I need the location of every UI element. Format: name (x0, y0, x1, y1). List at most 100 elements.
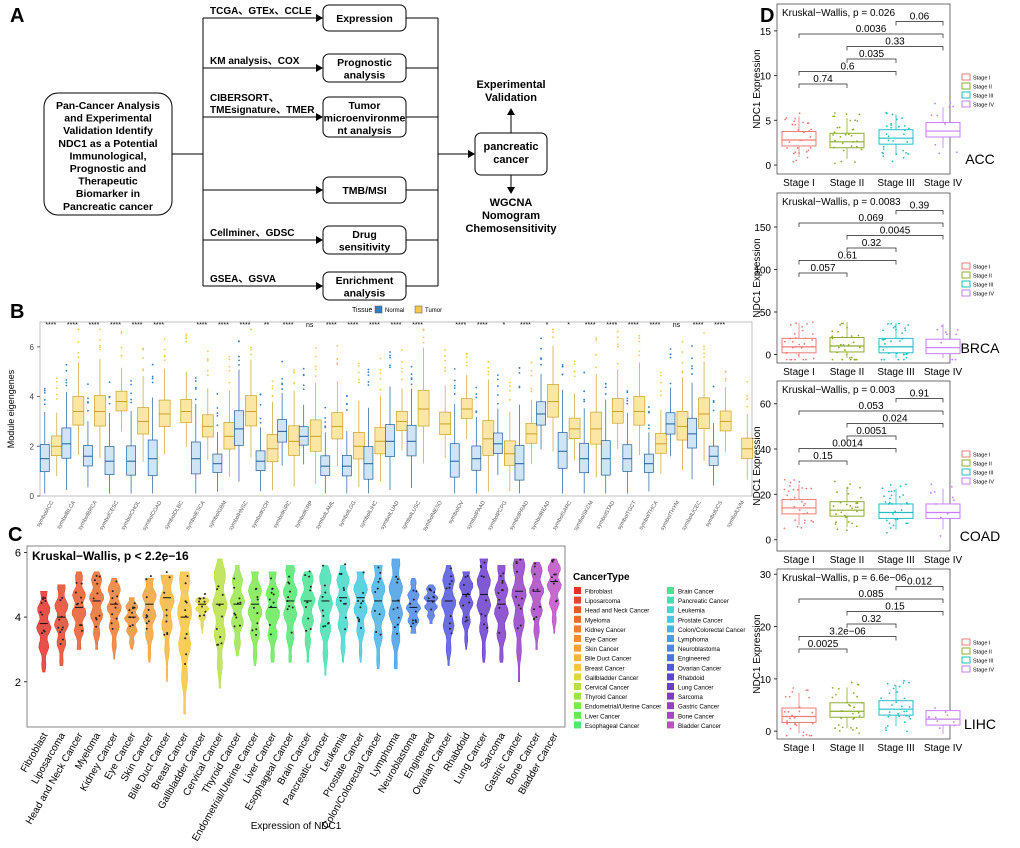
data-point (793, 479, 796, 481)
comparison-p-value: 3.2e−06 (829, 627, 866, 638)
data-point (344, 616, 347, 619)
legend-entry: Liposarcoma (585, 598, 621, 605)
data-point (834, 480, 836, 483)
data-point (96, 592, 99, 595)
x-tick-label: symbolBRCA (77, 500, 99, 532)
outlier-point (336, 345, 339, 347)
y-tick-label: 15 (760, 27, 772, 38)
outlier-point (77, 351, 80, 354)
data-point (789, 324, 792, 326)
data-point (238, 624, 241, 627)
data-point (272, 593, 275, 596)
outlier-point (583, 371, 586, 374)
data-point (791, 123, 794, 126)
outlier-point (552, 336, 554, 339)
chart-title: Kruskal−Wallis, p = 0.003 (782, 385, 895, 396)
data-point (798, 112, 801, 115)
outlier-point (43, 398, 46, 401)
outlier-point (453, 384, 456, 387)
outlier-point (43, 389, 46, 392)
legend-swatch (667, 587, 674, 594)
data-point (852, 692, 855, 694)
outlier-point (508, 389, 511, 392)
data-point (789, 727, 792, 730)
legend-entry: Rhabdoid (678, 675, 705, 682)
data-point (111, 627, 114, 630)
data-point (885, 112, 888, 115)
data-point (287, 596, 290, 599)
data-point (833, 115, 836, 118)
legend-entry: Brain Cancer (678, 589, 714, 596)
comparison-bracket (846, 247, 897, 252)
outlier-point (583, 390, 586, 393)
outlier-point (616, 336, 619, 339)
cancer-label: BRCA (961, 340, 1001, 356)
data-point (252, 606, 255, 609)
data-point (837, 330, 839, 333)
data-point (43, 630, 46, 633)
data-point (905, 501, 908, 504)
legend-swatch (961, 91, 971, 99)
data-point (831, 330, 834, 333)
x-tick-label: Stage I (783, 555, 815, 566)
data-point (940, 325, 943, 327)
outlier-point (389, 351, 391, 353)
y-tick-label: 150 (754, 223, 771, 234)
legend-swatch (667, 692, 674, 700)
data-point (552, 582, 555, 585)
box (547, 384, 559, 418)
data-point (322, 614, 325, 617)
data-point (219, 636, 222, 639)
center-text: Therapeutic (78, 176, 138, 188)
data-point (944, 711, 947, 713)
data-point (517, 604, 520, 607)
comparison-bracket (895, 398, 944, 403)
step-box-text: Expression (336, 13, 393, 25)
data-point (803, 130, 806, 133)
data-point (856, 510, 858, 513)
data-point (215, 627, 218, 630)
data-point (801, 329, 804, 332)
step-box-text: microenvironme (324, 112, 406, 124)
data-point (40, 632, 43, 635)
comparison-p-value: 0.024 (882, 414, 907, 425)
box (557, 432, 568, 469)
comparison-bracket (846, 58, 897, 63)
data-point (533, 565, 536, 568)
data-point (936, 114, 939, 117)
outlier-point (626, 402, 629, 405)
outlier-point (163, 355, 166, 358)
data-point (462, 583, 465, 586)
data-point (40, 601, 43, 604)
data-point (860, 148, 863, 151)
step-box-text: nt analysis (337, 125, 391, 137)
data-point (930, 491, 932, 494)
data-point (515, 562, 518, 565)
data-point (944, 331, 947, 333)
data-point (41, 613, 44, 616)
box (223, 422, 236, 450)
outlier-point (595, 337, 598, 339)
x-tick-label: symbolHNSC (228, 500, 250, 532)
data-point (940, 341, 943, 344)
legend-entry: Fibroblast (585, 589, 612, 596)
data-point (792, 687, 795, 689)
data-point (58, 618, 61, 621)
significance-label: ns (673, 322, 681, 329)
comparison-bracket (846, 423, 944, 428)
data-point (75, 581, 78, 584)
outlier-point (518, 372, 521, 374)
outlier-point (724, 377, 727, 380)
legend-swatch (574, 635, 581, 642)
outlier-point (669, 382, 672, 385)
violin-shape (458, 571, 474, 650)
center-text: Pancreatic cancer (63, 201, 153, 213)
data-point (145, 622, 148, 625)
data-point (42, 596, 45, 599)
data-point (933, 490, 936, 493)
legend-swatch (667, 606, 674, 614)
data-point (834, 523, 837, 526)
plot-frame (776, 192, 951, 364)
legend-swatch (574, 683, 581, 690)
significance-label: **** (391, 322, 402, 329)
